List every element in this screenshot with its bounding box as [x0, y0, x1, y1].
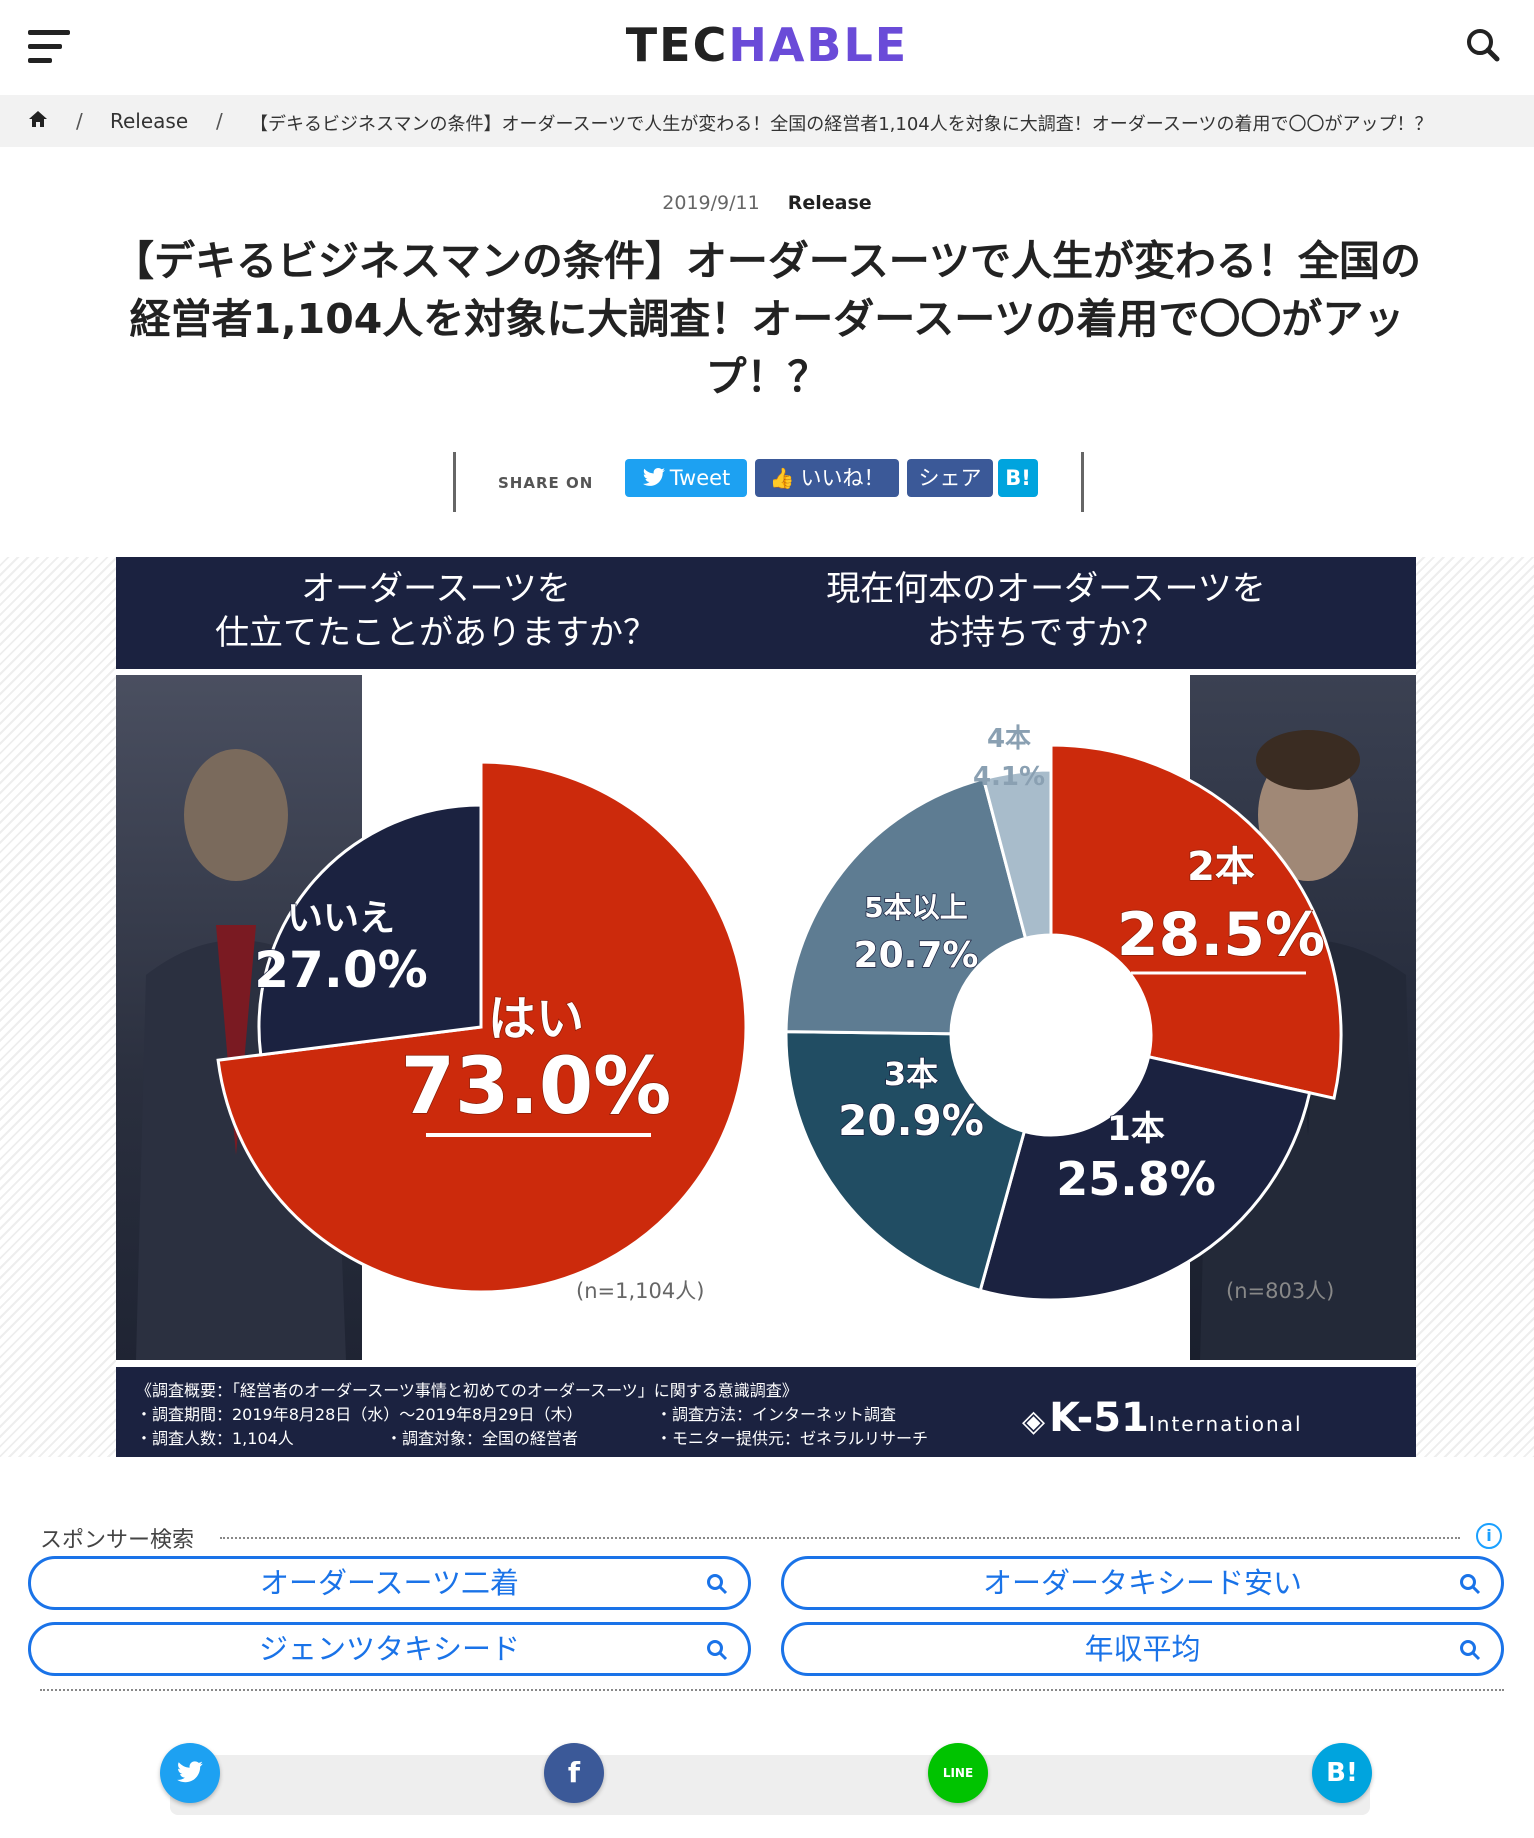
hatena-label: B!: [1005, 466, 1031, 490]
slice-label-category: 5本以上: [864, 891, 967, 924]
hatena-share-button-bottom[interactable]: B!: [1312, 1743, 1372, 1803]
facebook-share-button[interactable]: シェア: [907, 459, 993, 497]
info-icon[interactable]: i: [1476, 1523, 1502, 1549]
survey-period: ・調査期間：2019年8月28日（水）～2019年8月29日（木）: [136, 1405, 583, 1424]
slice-label-value: 20.7%: [854, 935, 979, 976]
bottom-share-bar: [170, 1755, 1370, 1815]
pie-slice-1: [257, 803, 483, 1057]
title-line: 【デキるビジネスマンの条件】オーダースーツで人生が変わる！全国の: [113, 237, 1421, 285]
like-label: いいね！: [800, 466, 885, 490]
hamburger-menu-icon[interactable]: [28, 30, 70, 64]
divider: [220, 1537, 1460, 1539]
survey-title: 《調査概要：「経営者のオーダースーツ事情と初めてのオーダースーツ」に関する意識調…: [136, 1381, 798, 1400]
question-band: [116, 557, 1416, 669]
breadcrumb-category[interactable]: Release: [110, 109, 189, 133]
facebook-share-button-bottom[interactable]: f: [544, 1743, 604, 1803]
slice-label-value: 28.5%: [1117, 900, 1325, 970]
sponsor-label: スポンサー検索: [40, 1528, 195, 1553]
slice-label-category: 4本: [987, 724, 1031, 754]
breadcrumb: / Release / 【デキるビジネスマンの条件】オーダースーツで人生が変わる…: [0, 95, 1534, 147]
article-category[interactable]: Release: [787, 192, 872, 214]
line-icon: LINE: [942, 1766, 974, 1780]
survey-count: ・調査人数：1,104人: [136, 1429, 294, 1448]
k51-logo: ◈ K-51International: [1022, 1395, 1303, 1441]
divider: [40, 1689, 1504, 1691]
slice-label-value: 27.0%: [254, 941, 427, 999]
breadcrumb-separator: /: [216, 109, 223, 133]
diamond-icon: ◈: [1022, 1404, 1046, 1439]
thumbs-up-icon: 👍: [769, 466, 795, 490]
slice-label-value: 73.0%: [401, 1042, 672, 1132]
logo-text-b: HABLE: [728, 18, 909, 72]
breadcrumb-separator: /: [76, 109, 83, 133]
survey-infographic: オーダースーツを 仕立てたことがありますか？ 現在何本のオーダースーツを お持ち…: [116, 557, 1416, 1457]
tweet-label: Tweet: [669, 466, 731, 490]
search-icon: [707, 1640, 728, 1661]
question-2-line: 現在何本のオーダースーツを: [826, 569, 1266, 609]
question-1: オーダースーツを 仕立てたことがありますか？: [176, 567, 696, 655]
share-bar: SHARE ON Tweet 👍 いいね！ シェア B!: [453, 452, 1084, 512]
question-2: 現在何本のオーダースーツを お持ちですか？: [756, 567, 1336, 655]
sponsor-search-text: オーダースーツ二着: [260, 1566, 519, 1600]
slice-label-category: 2本: [1187, 844, 1255, 890]
logo-text-a: TEC: [625, 18, 729, 72]
slice-label-value: 20.9%: [838, 1096, 984, 1145]
article-meta: 2019/9/11 Release: [0, 192, 1534, 214]
question-1-line: オーダースーツを: [301, 569, 571, 609]
sponsor-search-text: 年収平均: [1084, 1632, 1201, 1666]
sponsor-search-text: ジェンツタキシード: [258, 1632, 520, 1666]
share-label-text: シェア: [918, 466, 982, 490]
survey-monitor: ・モニター提供元：ゼネラルリサーチ: [656, 1429, 929, 1448]
sample-size-2: (n=803人): [1226, 1279, 1335, 1303]
article-title: 【デキるビジネスマンの条件】オーダースーツで人生が変わる！全国の 経営者1,10…: [100, 232, 1434, 406]
donut-slice-0: [1049, 743, 1343, 1101]
search-icon[interactable]: [1466, 28, 1500, 62]
home-icon[interactable]: [28, 109, 48, 129]
survey-footer: 《調査概要：「経営者のオーダースーツ事情と初めてのオーダースーツ」に関する意識調…: [116, 1367, 1416, 1457]
tweet-button[interactable]: Tweet: [625, 459, 747, 497]
sponsor-search-text: オーダータキシード安い: [982, 1566, 1302, 1600]
donut-slice-3: [784, 776, 1028, 1036]
twitter-share-button[interactable]: [160, 1743, 220, 1803]
twitter-icon: [642, 468, 665, 486]
slice-label-category: はい: [488, 991, 584, 1047]
line-share-button[interactable]: LINE: [928, 1743, 988, 1803]
site-header: TECHABLE: [0, 0, 1534, 95]
slice-label-category: いいえ: [287, 898, 395, 939]
title-line: プ！？: [705, 353, 829, 401]
sponsor-search-pill[interactable]: ジェンツタキシード: [28, 1622, 751, 1676]
hatena-bookmark-button[interactable]: B!: [998, 459, 1038, 497]
survey-method: ・調査方法：インターネット調査: [656, 1405, 897, 1424]
facebook-icon: f: [567, 1756, 581, 1789]
sample-size-1: (n=1,104人): [576, 1279, 705, 1303]
brand-sub: International: [1148, 1412, 1303, 1436]
slice-label-category: 1本: [1107, 1109, 1165, 1149]
article-date: 2019/9/11: [662, 192, 760, 214]
twitter-icon: [177, 1761, 203, 1783]
search-icon: [1460, 1574, 1481, 1595]
slice-label-value: 4.1%: [973, 762, 1045, 792]
slice-label-value: 25.8%: [1056, 1152, 1216, 1206]
question-2-line: お持ちですか？: [927, 613, 1165, 653]
sponsor-search-pill[interactable]: オーダータキシード安い: [781, 1556, 1504, 1610]
share-label: SHARE ON: [498, 474, 594, 492]
slice-label-category: 3本: [884, 1055, 938, 1093]
question-1-line: 仕立てたことがありますか？: [215, 613, 657, 653]
donut-slice-4: [981, 768, 1053, 941]
search-icon: [1460, 1640, 1481, 1661]
like-button[interactable]: 👍 いいね！: [755, 459, 899, 497]
sponsor-search-pill[interactable]: 年収平均: [781, 1622, 1504, 1676]
donut-slice-2: [784, 1030, 1027, 1293]
hatena-icon: B!: [1326, 1758, 1358, 1788]
title-line: 経営者1,104人を対象に大調査！オーダースーツの着用で〇〇がアッ: [129, 295, 1405, 343]
survey-target: ・調査対象：全国の経営者: [386, 1429, 579, 1448]
sponsor-search-pill[interactable]: オーダースーツ二着: [28, 1556, 751, 1610]
search-icon: [707, 1574, 728, 1595]
donut-slice-1: [978, 1055, 1312, 1302]
breadcrumb-current: 【デキるビジネスマンの条件】オーダースーツで人生が変わる！全国の経営者1,104…: [250, 114, 1433, 135]
brand-name: K-51: [1049, 1395, 1149, 1441]
site-logo[interactable]: TECHABLE: [0, 18, 1534, 72]
